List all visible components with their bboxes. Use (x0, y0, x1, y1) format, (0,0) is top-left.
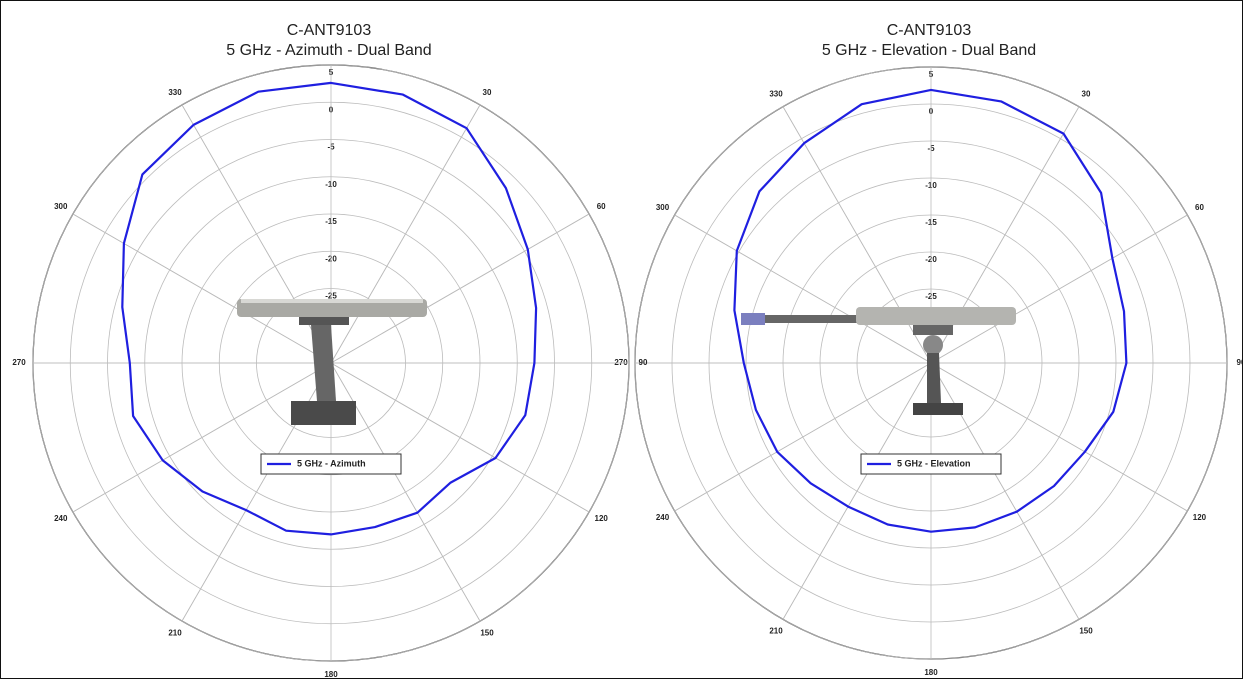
theta-tick-label: 180 (324, 670, 338, 678)
theta-tick-label: 330 (769, 90, 783, 99)
chart-subtitle: 5 GHz - Azimuth - Dual Band (226, 42, 431, 59)
theta-tick-label: 30 (483, 88, 492, 97)
theta-tick-label: 150 (1079, 627, 1093, 636)
theta-tick-label: 90 (1237, 358, 1242, 367)
pattern-line (121, 81, 538, 536)
theta-tick-label: 30 (1082, 90, 1091, 99)
theta-tick-label: 180 (924, 668, 938, 677)
theta-tick-label: 300 (656, 203, 670, 212)
antenna-image (741, 307, 1016, 415)
legend-label: 5 GHz - Elevation (897, 458, 971, 468)
chart-title: C-ANT9103 (287, 22, 372, 39)
theta-tick-label: 210 (769, 627, 783, 636)
theta-tick-label: 300 (54, 202, 68, 211)
legend-label: 5 GHz - Azimuth (297, 458, 366, 468)
pattern-line (733, 88, 1128, 533)
theta-tick-label: 330 (168, 88, 182, 97)
theta-tick-label: 120 (1193, 513, 1207, 522)
theta-tick-label: 150 (480, 628, 494, 637)
theta-tick-label: 120 (595, 514, 609, 523)
theta-tick-label: 60 (1195, 203, 1204, 212)
theta-tick-label: 240 (656, 513, 670, 522)
legend-box (860, 453, 1002, 475)
antenna-image (237, 299, 427, 425)
legend-box (260, 453, 402, 475)
theta-tick-label: 60 (597, 202, 606, 211)
chart-title: C-ANT9103 (887, 22, 972, 39)
theta-tick-label: 270 (12, 358, 26, 367)
chart-subtitle: 5 GHz - Elevation - Dual Band (822, 42, 1036, 59)
theta-tick-label: 240 (54, 514, 68, 523)
theta-tick-label: 210 (168, 628, 182, 637)
theta-tick-label: 90 (639, 358, 648, 367)
